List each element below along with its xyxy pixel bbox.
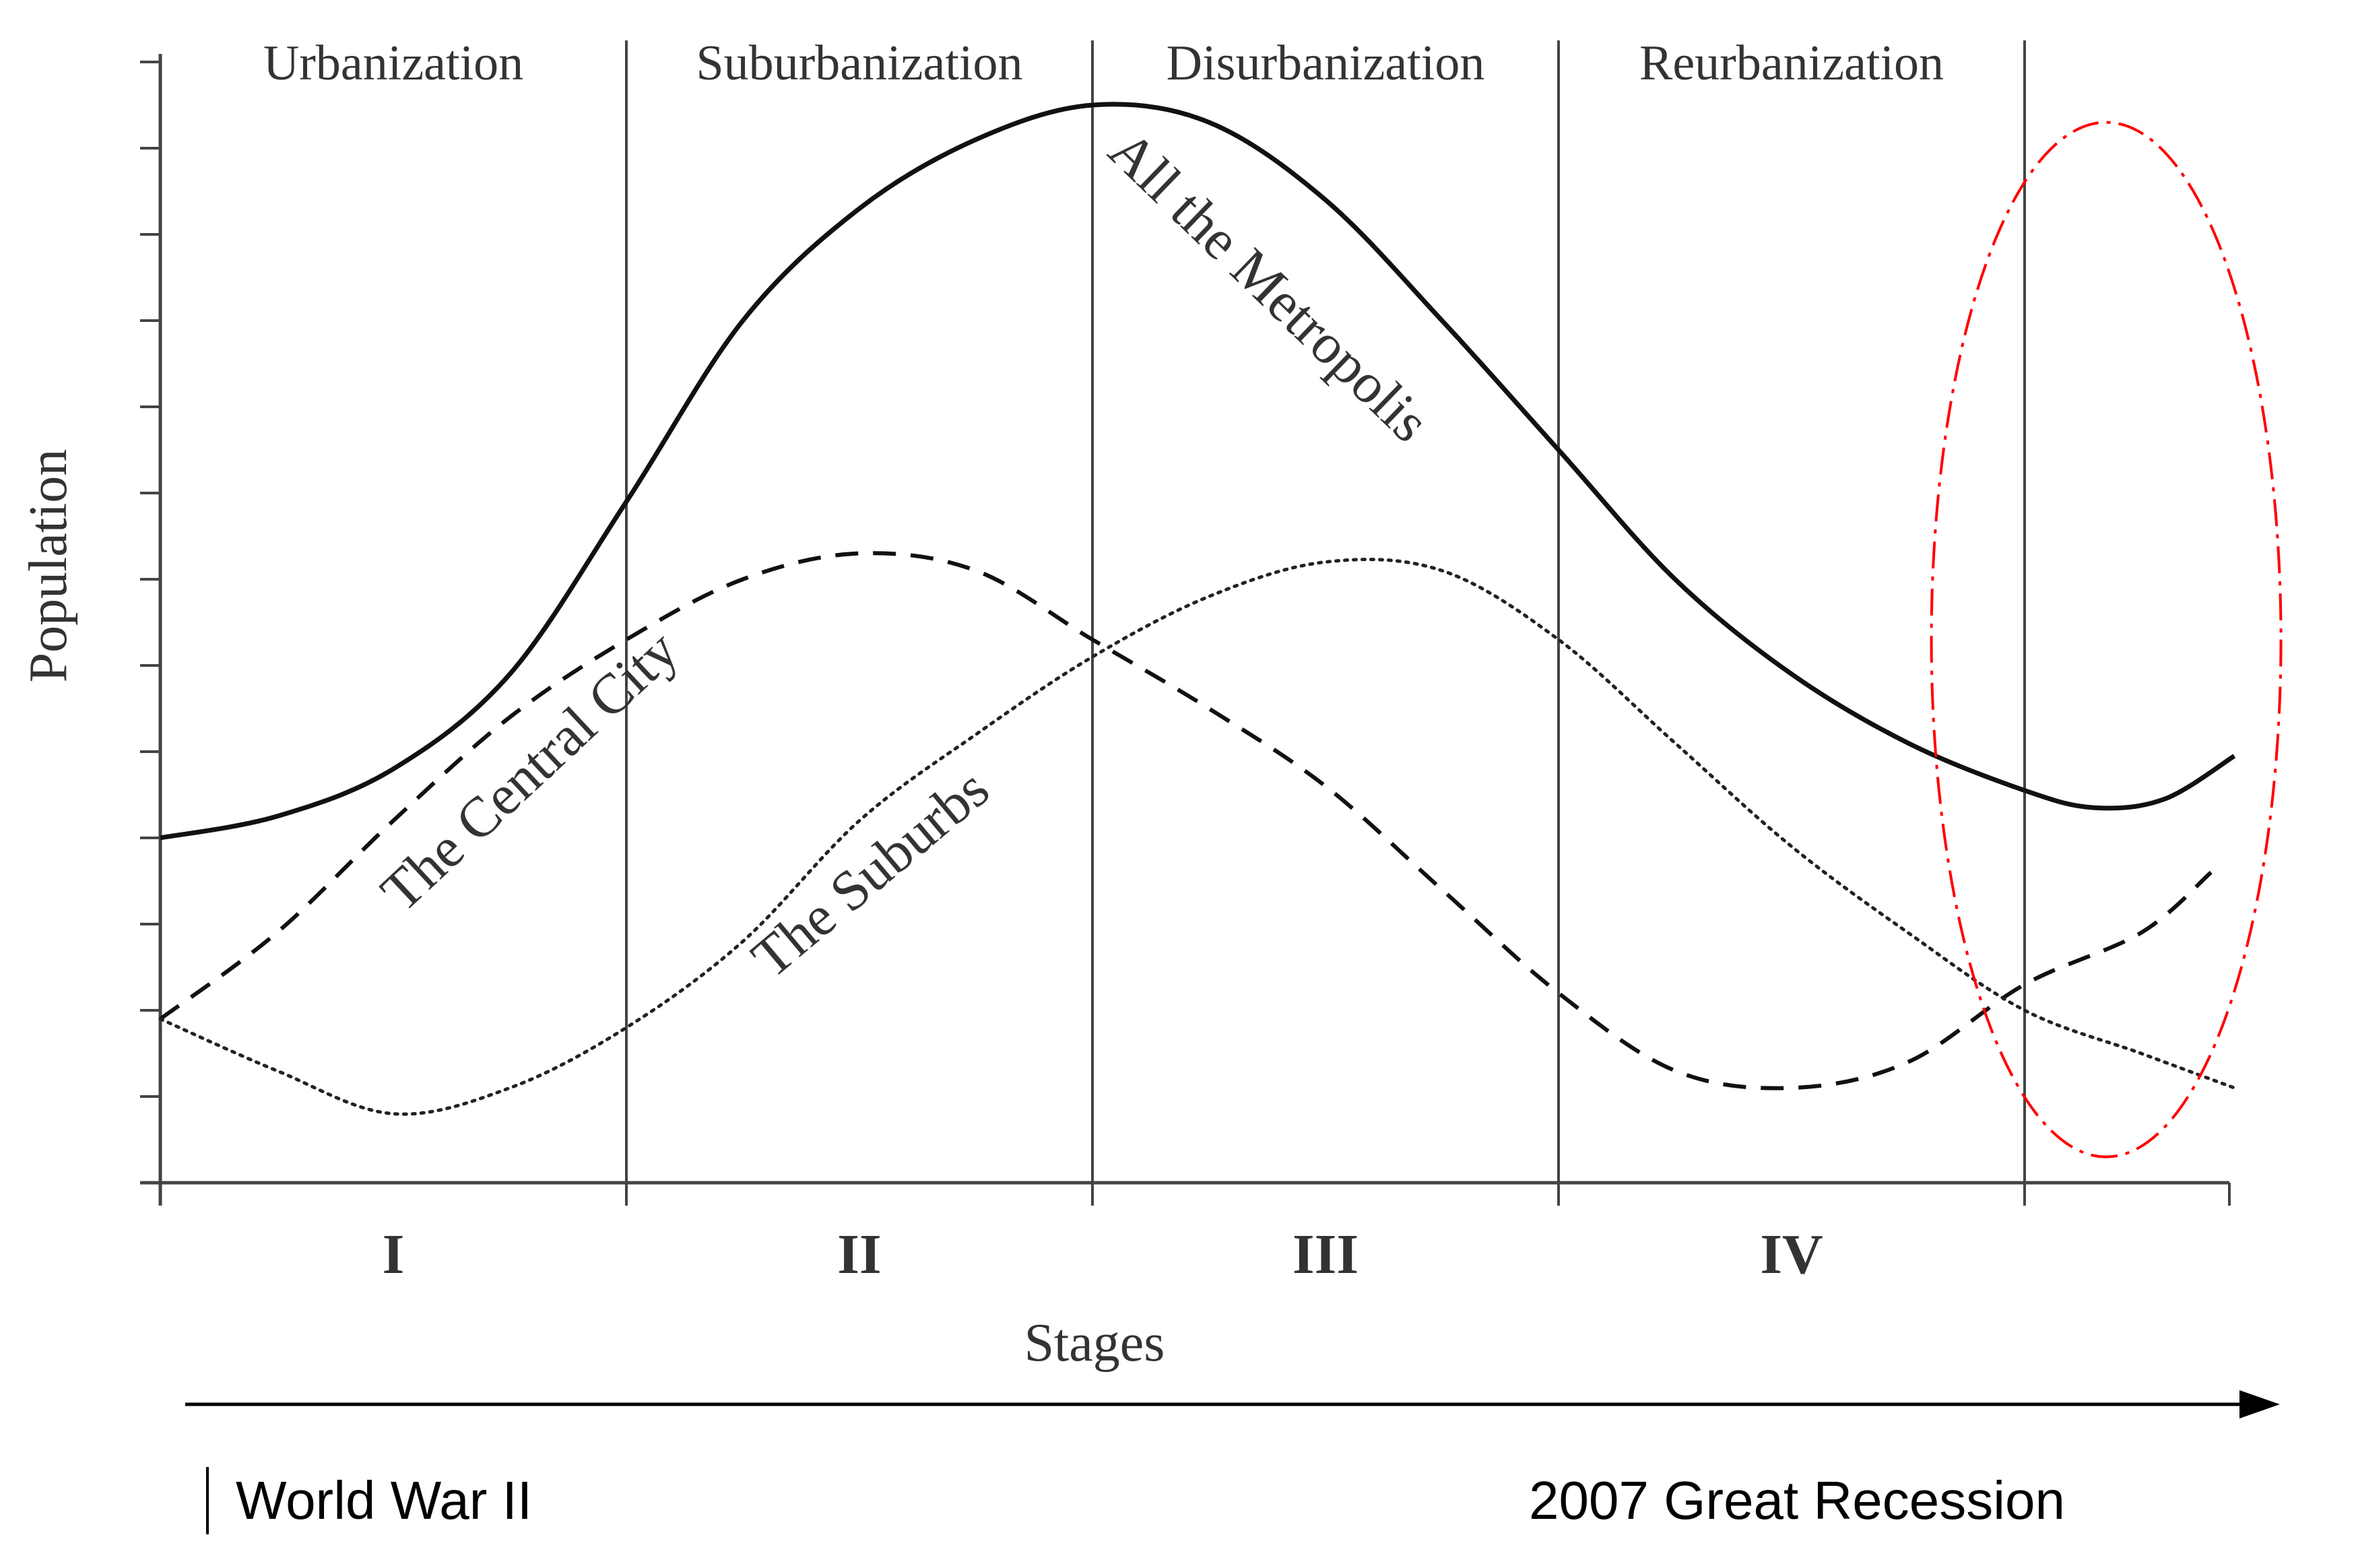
stage-numeral-label: IV (1760, 1223, 1823, 1286)
timeline-end-label: 2007 Great Recession (1529, 1470, 2065, 1530)
series-line-the-central-city (159, 551, 2213, 1090)
curve-label-all-the-metropolis: All the Metropolis (1097, 119, 1441, 454)
series-line-the-suburbs (158, 558, 2236, 1116)
series-layer (158, 102, 2236, 1116)
stage-divider-layer (625, 40, 2026, 1206)
axis-layer (140, 54, 2231, 1206)
x-axis-label: Stages (1024, 1313, 1165, 1373)
series-line-all-the-metropolis (160, 102, 2236, 841)
curve-label-the-central-city: The Central City (369, 618, 690, 923)
stage-name-label: Suburbanization (696, 36, 1022, 91)
y-axis-label: Population (19, 449, 78, 683)
highlight-ellipse (1930, 121, 2283, 1158)
stage-numeral-label: III (1292, 1223, 1358, 1286)
label-layer: Urbanization Suburbanization Disurbanizati… (19, 36, 1944, 1373)
timeline-start-label: World War II (236, 1470, 532, 1530)
stage-name-label: Urbanization (263, 36, 523, 91)
timeline-arrow-head (2239, 1390, 2280, 1418)
curve-label-the-suburbs: The Suburbs (740, 757, 1001, 990)
annotation-layer: World War II 2007 Great Recession (185, 121, 2283, 1534)
stage-name-label: Disurbanization (1167, 36, 1485, 91)
stage-name-label: Reurbanization (1639, 36, 1944, 91)
stage-numeral-label: I (383, 1223, 405, 1286)
stage-numeral-label: II (837, 1223, 881, 1286)
